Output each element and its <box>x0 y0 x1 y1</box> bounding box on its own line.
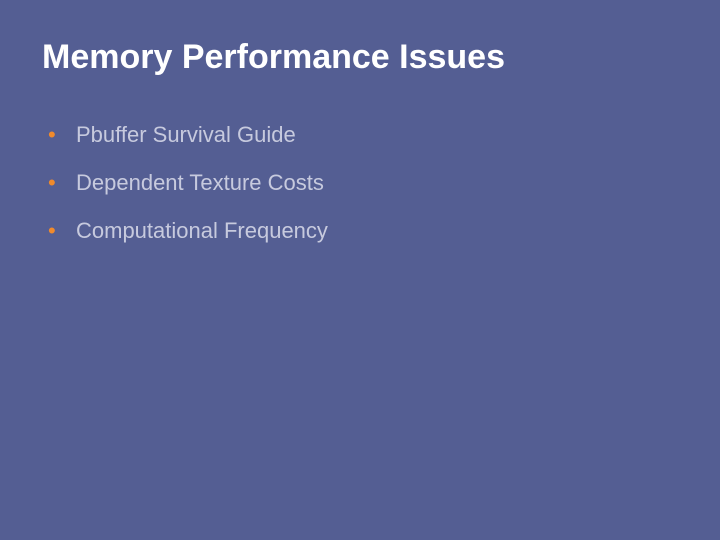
bullet-icon: • <box>48 170 56 196</box>
bullet-list: • Pbuffer Survival Guide • Dependent Tex… <box>48 122 328 266</box>
bullet-icon: • <box>48 218 56 244</box>
list-item-label: Dependent Texture Costs <box>76 170 324 196</box>
bullet-icon: • <box>48 122 56 148</box>
list-item: • Computational Frequency <box>48 218 328 266</box>
list-item-label: Computational Frequency <box>76 218 328 244</box>
list-item-label: Pbuffer Survival Guide <box>76 122 296 148</box>
list-item: • Pbuffer Survival Guide <box>48 122 328 170</box>
list-item: • Dependent Texture Costs <box>48 170 328 218</box>
slide: Memory Performance Issues • Pbuffer Surv… <box>0 0 720 540</box>
slide-title: Memory Performance Issues <box>42 38 505 77</box>
